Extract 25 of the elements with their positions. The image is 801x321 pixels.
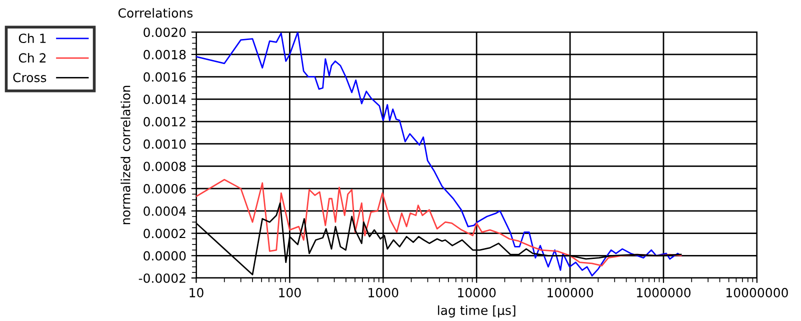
legend-label: Ch 2: [18, 52, 46, 63]
y-tick-label: 0.0016: [144, 72, 186, 82]
y-tick-label: 0.0004: [144, 206, 186, 216]
y-tick-label: 0.0010: [144, 139, 186, 149]
y-tick-label: 0.0020: [144, 28, 186, 38]
legend-label: Ch 1: [18, 33, 46, 44]
y-tick-label: 0.0018: [144, 50, 186, 60]
y-tick-label: 0.0000: [144, 251, 186, 261]
y-tick-label: -0.0002: [138, 273, 186, 283]
y-tick-label: 0.0008: [144, 162, 186, 172]
y-tick-label: 0.0002: [144, 228, 186, 238]
x-tick-label: 100000: [548, 288, 594, 298]
y-tick-label: 0.0012: [144, 116, 186, 126]
y-tick-label: 0.0014: [144, 94, 186, 104]
x-tick-label: 10000: [458, 288, 496, 298]
y-tick-label: 0.0006: [144, 184, 186, 194]
chart-title: Correlations: [118, 8, 193, 18]
y-axis-title: normalized correlation: [120, 86, 130, 224]
x-tick-label: 1000000: [637, 288, 690, 298]
x-tick-label: 10: [190, 288, 204, 298]
x-axis-title: lag time [µs]: [438, 305, 516, 318]
legend-label: Cross: [13, 72, 46, 82]
x-tick-label: 10000000: [726, 288, 788, 298]
x-tick-label: 1000: [368, 288, 398, 298]
x-tick-label: 100: [279, 288, 301, 298]
